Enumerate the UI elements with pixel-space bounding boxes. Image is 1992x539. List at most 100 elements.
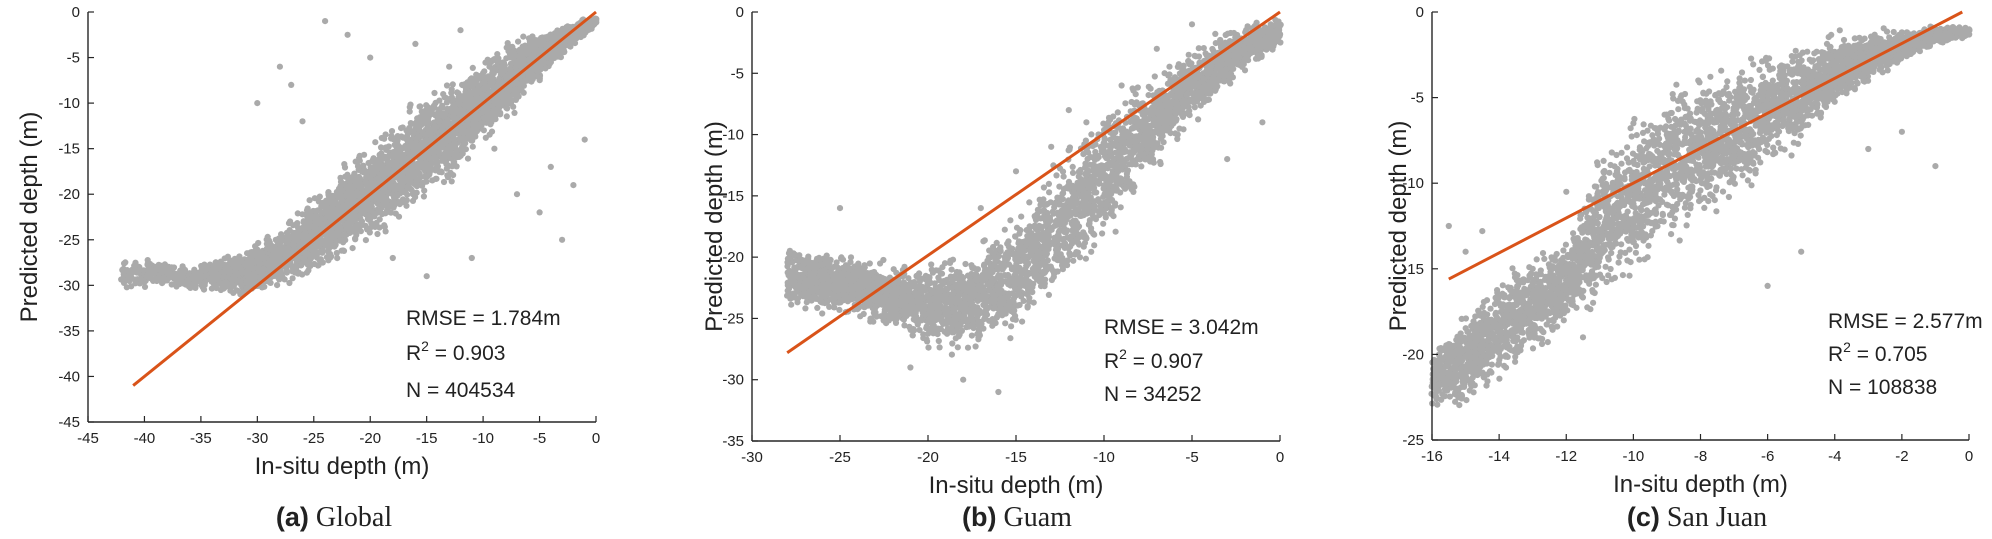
scatter-point bbox=[454, 89, 461, 96]
scatter-point bbox=[367, 179, 375, 186]
scatter-point bbox=[503, 91, 510, 98]
scatter-point bbox=[547, 59, 555, 66]
scatter-point bbox=[150, 276, 157, 283]
scatter-point bbox=[475, 123, 482, 130]
scatter-point bbox=[371, 213, 378, 220]
x-tick-label: -25 bbox=[303, 430, 325, 447]
scatter-point bbox=[217, 280, 224, 287]
scatter-point bbox=[449, 163, 456, 170]
scatter-point bbox=[784, 287, 791, 294]
scatter-point bbox=[319, 247, 326, 254]
scatter-point bbox=[525, 70, 532, 77]
scatter-point bbox=[839, 256, 847, 263]
scatter-point bbox=[247, 256, 254, 263]
scatter-point bbox=[507, 66, 514, 73]
scatter-point bbox=[503, 113, 510, 120]
scatter-point bbox=[144, 257, 151, 264]
r2-annotation: R2 = 0.903 bbox=[406, 338, 505, 365]
scatter-point bbox=[337, 182, 344, 189]
scatter-point bbox=[452, 140, 459, 147]
scatter-point bbox=[536, 75, 543, 82]
scatter-point bbox=[334, 255, 341, 262]
scatter-point bbox=[802, 305, 809, 312]
scatter-outlier-point bbox=[491, 145, 498, 152]
scatter-point bbox=[440, 122, 447, 129]
scatter-point bbox=[341, 161, 348, 168]
scatter-point bbox=[382, 188, 389, 195]
scatter-point bbox=[193, 274, 200, 281]
scatter-point bbox=[439, 144, 446, 151]
scatter-outlier-point bbox=[547, 163, 554, 170]
scatter-point bbox=[530, 35, 537, 43]
scatter-point bbox=[506, 85, 514, 92]
scatter-point bbox=[799, 262, 807, 269]
scatter-point bbox=[819, 310, 826, 317]
scatter-point bbox=[294, 220, 301, 227]
panel-caption: (a) Global bbox=[276, 502, 392, 533]
scatter-point bbox=[166, 274, 173, 281]
y-tick-label: -30 bbox=[58, 277, 80, 294]
scatter-outlier-point bbox=[423, 273, 430, 280]
scatter-outlier-point bbox=[457, 27, 464, 34]
scatter-point bbox=[144, 261, 151, 268]
scatter-point bbox=[373, 219, 380, 226]
scatter-outlier-point bbox=[367, 54, 374, 61]
scatter-point bbox=[443, 165, 450, 172]
scatter-point bbox=[393, 137, 400, 144]
scatter-point bbox=[186, 276, 193, 283]
y-tick-label: -35 bbox=[58, 323, 80, 340]
scatter-point bbox=[266, 277, 273, 284]
scatter-point bbox=[201, 279, 208, 286]
scatter-point bbox=[391, 202, 398, 209]
scatter-point bbox=[316, 193, 323, 200]
scatter-point bbox=[325, 189, 332, 196]
scatter-point bbox=[311, 195, 318, 202]
scatter-point bbox=[326, 240, 334, 247]
scatter-point bbox=[427, 131, 434, 138]
scatter-point bbox=[833, 259, 840, 266]
scatter-point bbox=[413, 183, 421, 190]
scatter-point bbox=[391, 192, 398, 199]
r2-value: = 0.903 bbox=[429, 342, 505, 365]
scatter-point bbox=[533, 67, 540, 74]
x-tick-label: -35 bbox=[190, 430, 212, 447]
scatter-point bbox=[348, 215, 355, 222]
scatter-outlier-point bbox=[389, 254, 396, 262]
scatter-outlier-point bbox=[254, 100, 261, 107]
scatter-point bbox=[440, 178, 448, 186]
scatter-point bbox=[220, 285, 227, 292]
scatter-point bbox=[276, 236, 283, 243]
scatter-point bbox=[300, 255, 307, 262]
panel-a: -45 -40 -35 -30 -25 -20 -15 -10 -5 00-5-10-15-20-… bbox=[16, 4, 600, 533]
scatter-point bbox=[119, 276, 126, 283]
scatter-outlier-point bbox=[536, 209, 543, 216]
scatter-point bbox=[131, 268, 138, 275]
scatter-point bbox=[126, 271, 133, 278]
scatter-point bbox=[830, 282, 838, 289]
scatter-point bbox=[444, 145, 452, 153]
y-tick-label: -25 bbox=[58, 232, 80, 249]
scatter-point bbox=[339, 247, 347, 254]
x-tick-label: -45 bbox=[77, 430, 99, 447]
scatter-point bbox=[124, 267, 131, 274]
scatter-point bbox=[382, 131, 389, 138]
scatter-point bbox=[489, 69, 496, 76]
scatter-point bbox=[273, 254, 280, 261]
scatter-point bbox=[276, 258, 283, 266]
scatter-point bbox=[197, 268, 204, 275]
scatter-point bbox=[391, 152, 398, 159]
scatter-point bbox=[252, 273, 259, 281]
x-tick-label: 0 bbox=[592, 430, 600, 447]
scatter-point bbox=[348, 176, 355, 184]
scatter-point bbox=[516, 46, 523, 53]
scatter-point bbox=[123, 284, 130, 291]
scatter-point bbox=[355, 173, 363, 180]
scatter-point bbox=[464, 128, 472, 135]
scatter-point bbox=[539, 34, 546, 41]
scatter-point bbox=[784, 255, 792, 262]
scatter-point bbox=[431, 89, 438, 97]
x-axis-label: In-situ depth (m) bbox=[255, 453, 430, 480]
y-tick-label: -20 bbox=[58, 186, 80, 203]
scatter-point bbox=[795, 281, 803, 289]
scatter-point bbox=[412, 121, 419, 128]
